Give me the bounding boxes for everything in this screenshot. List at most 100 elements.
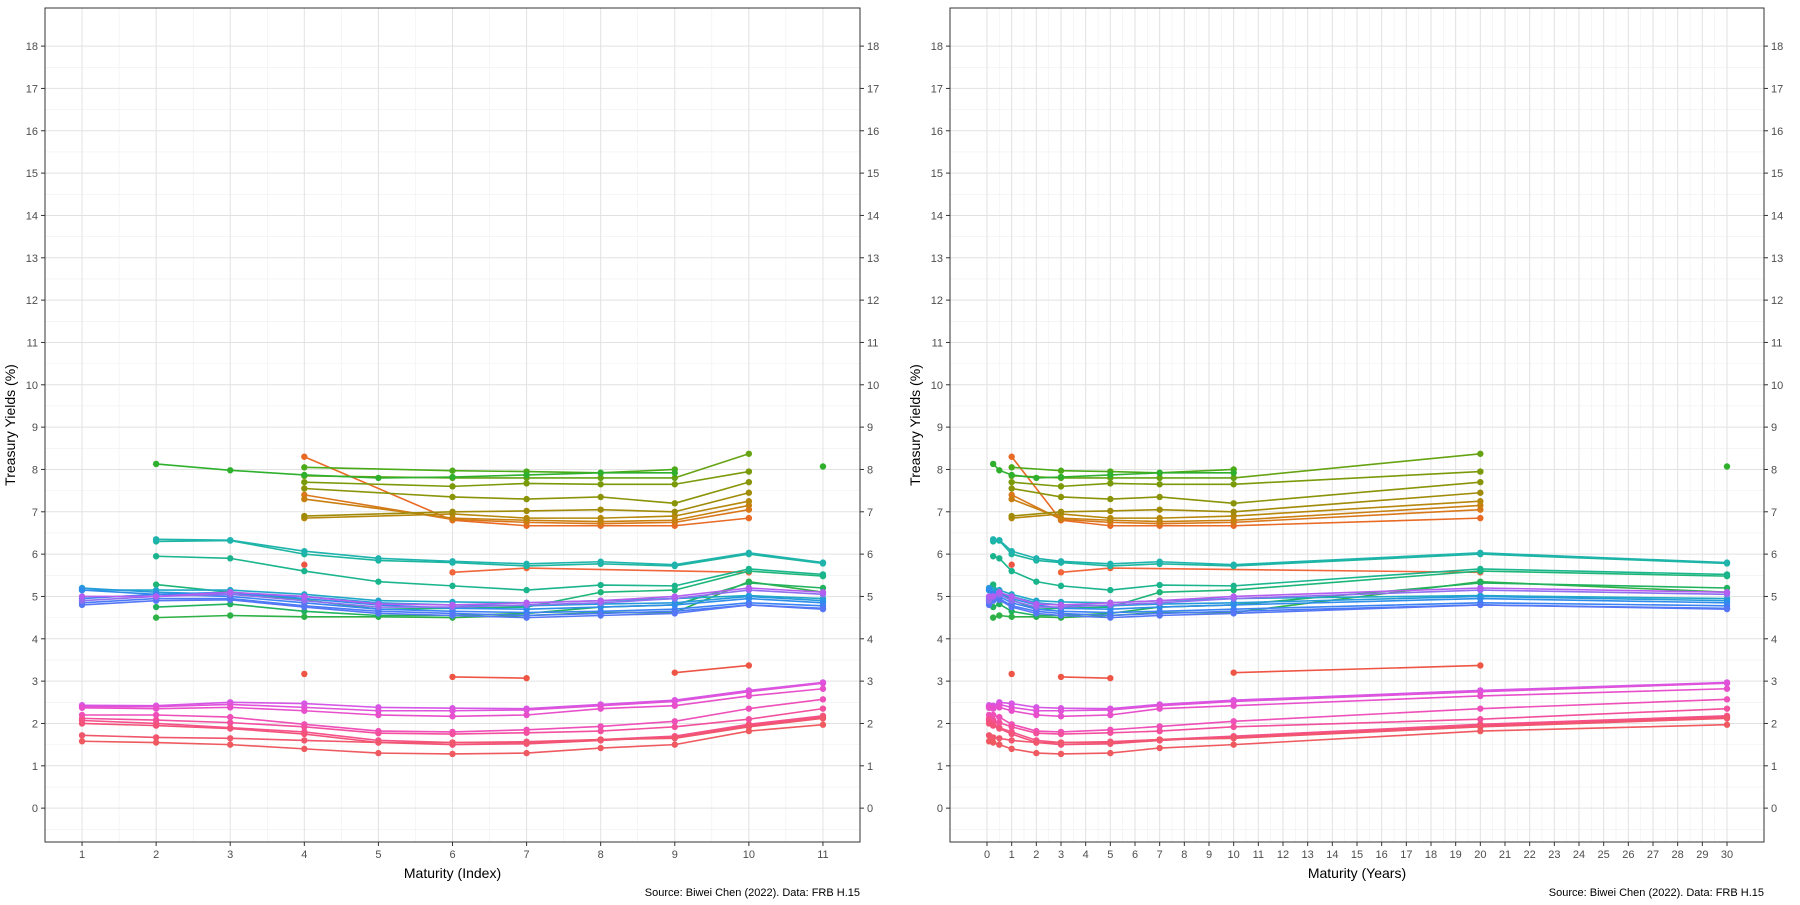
y-tick-label-left: 7: [32, 507, 38, 519]
data-point: [227, 467, 234, 474]
y-tick-label-right: 13: [1771, 253, 1783, 265]
data-point: [301, 745, 308, 753]
data-point: [301, 561, 308, 568]
x-tick-label: 21: [1499, 849, 1511, 861]
data-point: [1107, 729, 1114, 736]
data-point: [671, 741, 678, 748]
y-tick-label-left: 3: [32, 676, 38, 688]
y-tick-label-left: 12: [931, 295, 943, 307]
y-tick-label-right: 1: [867, 761, 873, 773]
y-tick-label-right: 4: [1771, 634, 1777, 646]
data-point: [1156, 705, 1163, 712]
data-point: [985, 586, 993, 594]
data-point: [523, 674, 530, 682]
series-line-11: [304, 481, 750, 505]
data-point: [1033, 711, 1040, 719]
data-point: [1107, 739, 1114, 746]
x-axis-title: Maturity (Index): [404, 865, 501, 881]
data-point: [1057, 739, 1065, 746]
data-point: [1477, 662, 1484, 669]
data-point: [227, 596, 234, 604]
data-point: [152, 705, 160, 712]
series-line-20: [156, 555, 824, 591]
data-point: [597, 506, 604, 513]
data-point: [152, 593, 160, 600]
y-tick-label-right: 11: [1771, 337, 1782, 349]
x-tick-label: 1: [79, 849, 85, 861]
y-tick-label-right: 12: [1771, 295, 1783, 307]
data-point: [301, 464, 308, 471]
data-point: [989, 593, 997, 600]
data-point: [1230, 474, 1237, 482]
data-point: [1033, 600, 1040, 608]
data-point: [375, 610, 382, 617]
data-point: [1723, 605, 1731, 613]
y-tick-label-right: 0: [867, 803, 873, 815]
data-point: [1008, 561, 1015, 568]
data-point: [671, 481, 678, 488]
data-point: [1477, 579, 1484, 587]
y-tick-label-left: 13: [931, 253, 943, 265]
data-point: [597, 493, 604, 501]
source-caption: Source: Biwei Chen (2022). Data: FRB H.1…: [645, 887, 860, 899]
data-point: [1057, 483, 1065, 490]
x-tick-label: 18: [1425, 849, 1437, 861]
data-point: [1723, 680, 1731, 687]
data-point: [1057, 750, 1065, 758]
data-point: [1723, 696, 1731, 703]
x-tick-label: 3: [1058, 849, 1064, 861]
y-tick-label-right: 2: [867, 718, 873, 730]
x-tick-label: 7: [1157, 849, 1163, 861]
data-point: [989, 734, 997, 741]
x-tick-label: 26: [1622, 849, 1634, 861]
y-tick-label-left: 2: [32, 718, 38, 730]
series-line-20: [992, 555, 1728, 591]
data-point: [375, 474, 382, 482]
y-tick-label-right: 10: [1771, 380, 1783, 392]
data-point: [597, 727, 604, 735]
y-tick-label-left: 14: [931, 210, 943, 222]
data-point: [78, 732, 86, 739]
data-point: [1477, 727, 1484, 735]
data-point: [301, 547, 308, 555]
data-point: [671, 669, 678, 676]
data-point: [1723, 721, 1731, 728]
data-point: [745, 716, 753, 723]
data-point: [301, 613, 308, 620]
data-point: [375, 711, 382, 719]
data-point: [996, 596, 1003, 604]
data-point: [449, 508, 456, 515]
data-point: [523, 495, 530, 503]
x-tick-label: 2: [153, 849, 159, 861]
series-line-21: [993, 539, 1728, 567]
data-point: [996, 741, 1003, 748]
data-point: [1230, 735, 1237, 742]
y-tick-label-left: 15: [931, 168, 943, 180]
data-point: [152, 614, 160, 621]
y-tick-label-right: 8: [867, 464, 873, 476]
data-point: [1008, 547, 1015, 555]
data-point: [1057, 601, 1065, 609]
x-tick-label: 4: [1083, 849, 1089, 861]
data-point: [152, 460, 160, 468]
y-tick-label-right: 16: [1771, 126, 1783, 138]
y-tick-label-left: 0: [937, 803, 943, 815]
data-point: [819, 571, 827, 578]
x-tick-label: 8: [1181, 849, 1187, 861]
data-point: [375, 555, 382, 562]
y-tick-label-right: 7: [867, 507, 873, 519]
data-point: [301, 471, 308, 479]
data-point: [301, 670, 308, 678]
data-point: [1057, 713, 1065, 720]
x-tick-label: 16: [1376, 849, 1388, 861]
data-point: [1057, 569, 1065, 576]
y-tick-label-right: 14: [867, 210, 879, 222]
x-tick-label: 10: [1228, 849, 1240, 861]
series-line-9: [1011, 500, 1481, 519]
data-point: [1723, 463, 1731, 470]
y-tick-label-right: 12: [867, 295, 879, 307]
y-tick-label-right: 15: [1771, 168, 1783, 180]
data-point: [523, 739, 530, 746]
series-line-6: [1011, 456, 1481, 527]
y-tick-label-right: 10: [867, 380, 879, 392]
